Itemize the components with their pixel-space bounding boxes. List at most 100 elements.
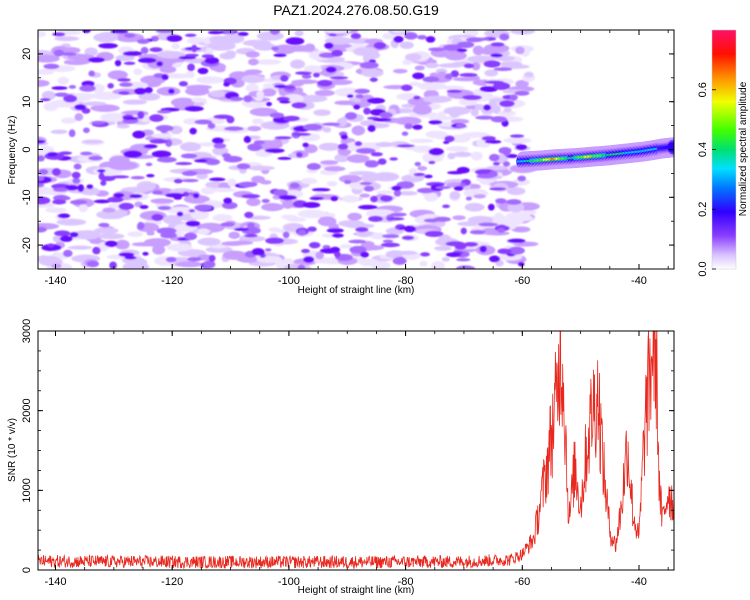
spectrogram-noise-blob bbox=[273, 84, 288, 89]
spectrogram-noise-blob bbox=[212, 214, 233, 222]
spectrogram-noise-blob bbox=[246, 197, 261, 207]
spectrogram-noise-blob bbox=[359, 61, 379, 69]
spectrogram-noise-blob bbox=[118, 91, 130, 95]
spectrogram-noise-blob bbox=[370, 195, 379, 203]
spectrogram-noise-blob bbox=[347, 212, 362, 221]
spectrogram-noise-blob bbox=[393, 189, 402, 197]
spectrogram-noise-blob bbox=[185, 53, 199, 57]
spectrogram-noise-blob bbox=[155, 30, 174, 33]
spectrogram-noise-blob bbox=[284, 85, 295, 90]
spectrogram-noise-blob bbox=[207, 30, 224, 35]
spectrogram-noise-blob bbox=[428, 160, 436, 165]
spectrogram-noise-blob bbox=[392, 68, 408, 74]
spectrogram-noise-blob bbox=[355, 147, 376, 154]
spectrogram-noise-blob bbox=[244, 233, 258, 238]
spectrogram-noise-blob bbox=[241, 193, 261, 199]
spectrogram-noise-blob bbox=[391, 185, 402, 191]
spectrogram-noise-blob bbox=[446, 89, 462, 94]
spectrogram-noise-blob bbox=[350, 33, 362, 40]
spectrogram-noise-blob bbox=[359, 193, 371, 198]
spectrogram-noise-blob bbox=[187, 63, 195, 72]
spectrogram-noise-blob bbox=[339, 244, 352, 249]
spectrogram-noise-blob bbox=[137, 111, 145, 120]
spectrogram-noise-blob bbox=[51, 86, 68, 90]
spectrogram-noise-blob bbox=[314, 89, 335, 97]
spectrogram-noise-blob bbox=[223, 81, 230, 87]
spectrogram-noise-blob bbox=[259, 180, 272, 185]
spectrogram-noise-blob bbox=[179, 142, 202, 152]
spectrogram-noise-blob bbox=[506, 187, 526, 196]
spectrogram-noise-blob bbox=[373, 41, 387, 50]
spectrogram-noise-blob bbox=[279, 100, 291, 104]
spectrogram-noise-blob bbox=[386, 217, 405, 221]
spectrogram-noise-blob bbox=[86, 184, 94, 190]
spectrogram-noise-blob bbox=[456, 265, 476, 269]
colorbar-tick-label: 0.0 bbox=[697, 261, 709, 276]
spectrogram-noise-blob bbox=[294, 200, 305, 207]
spectrogram-noise-blob bbox=[56, 218, 87, 226]
spectrogram-noise-blob bbox=[404, 53, 422, 61]
snr-chart: -140 -120 -100 -80 -60 -40 0 1000 2000 3000 Heig… bbox=[7, 319, 675, 596]
spectrogram-noise-blob bbox=[96, 169, 106, 173]
spectrogram-noise-blob bbox=[132, 130, 146, 139]
spectrogram-noise-blob bbox=[301, 74, 312, 79]
spectrogram-noise-blob bbox=[156, 156, 177, 163]
spectrogram-noise-blob bbox=[191, 44, 198, 53]
spectrogram-noise-blob bbox=[166, 206, 195, 215]
spectrogram-noise-blob bbox=[435, 186, 451, 190]
spectrogram-noise-blob bbox=[346, 154, 370, 163]
spectrogram-noise-blob bbox=[484, 69, 499, 77]
spectrogram-noise-blob bbox=[424, 192, 438, 202]
spectrogram-noise-field bbox=[38, 30, 540, 269]
spectrogram-noise-blob bbox=[278, 194, 297, 201]
spectrogram-noise-blob bbox=[494, 217, 524, 227]
colorbar: 0.0 0.2 0.4 0.6 Normalized spectral amplitu… bbox=[697, 29, 749, 277]
spectrogram-noise-blob bbox=[247, 215, 271, 220]
spectrogram-noise-blob bbox=[91, 83, 106, 94]
spectrogram-noise-blob bbox=[80, 151, 93, 156]
spectrogram-noise-blob bbox=[151, 133, 173, 138]
colorbar-ticks: 0.0 0.2 0.4 0.6 bbox=[697, 82, 716, 277]
spectrogram-noise-blob bbox=[197, 67, 209, 75]
spectrogram-noise-blob bbox=[413, 172, 426, 177]
spectrogram-noise-blob bbox=[456, 258, 471, 262]
spectrogram-noise-blob bbox=[54, 230, 71, 237]
snr-x-tick-label: -140 bbox=[44, 576, 66, 588]
spectrogram-noise-blob bbox=[274, 136, 292, 140]
spectrogram-noise-blob bbox=[161, 74, 169, 81]
spectrogram-noise-blob bbox=[114, 59, 122, 67]
spectrogram-noise-blob bbox=[69, 231, 79, 238]
spectrogram-noise-blob bbox=[119, 82, 133, 87]
spectrogram-noise-blob bbox=[317, 216, 337, 227]
spectrogram-noise-blob bbox=[488, 170, 498, 178]
spectrogram-noise-blob bbox=[151, 150, 172, 158]
spectrogram-noise-blob bbox=[322, 126, 332, 133]
spectrogram-noise-blob bbox=[303, 256, 315, 263]
spectrogram-x-tick-label: -80 bbox=[398, 275, 414, 287]
spectrogram-noise-blob bbox=[428, 119, 443, 125]
spectrogram-noise-blob bbox=[122, 116, 139, 120]
spectrogram-noise-blob bbox=[389, 157, 398, 161]
spectrogram-noise-blob bbox=[228, 231, 241, 239]
spectrogram-noise-blob bbox=[495, 198, 507, 204]
spectrogram-noise-blob bbox=[38, 182, 45, 188]
spectrogram-noise-blob bbox=[507, 202, 525, 213]
spectrogram-noise-blob bbox=[377, 158, 387, 165]
spectrogram-noise-blob bbox=[506, 199, 522, 205]
spectrogram-noise-blob bbox=[222, 30, 236, 34]
spectrogram-noise-blob bbox=[236, 163, 251, 170]
spectrogram-noise-blob bbox=[144, 86, 153, 94]
spectrogram-noise-blob bbox=[443, 106, 471, 116]
spectrogram-noise-blob bbox=[358, 204, 378, 210]
spectrogram-noise-blob bbox=[304, 43, 316, 52]
spectrogram-noise-blob bbox=[247, 58, 259, 66]
spectrogram-noise-blob bbox=[449, 191, 461, 200]
spectrogram-noise-blob bbox=[414, 161, 421, 167]
spectrogram-noise-blob bbox=[330, 195, 339, 202]
snr-series-line bbox=[38, 331, 674, 570]
spectrogram-noise-blob bbox=[487, 203, 495, 211]
spectrogram-noise-blob bbox=[331, 49, 343, 57]
spectrogram-noise-blob bbox=[59, 235, 73, 242]
spectrogram-noise-blob bbox=[79, 85, 96, 92]
spectrogram-noise-blob bbox=[315, 251, 324, 260]
